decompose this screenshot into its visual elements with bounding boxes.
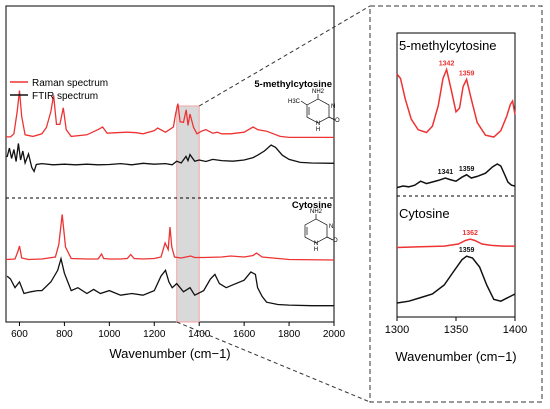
series-line-cytosine-ftir [6,256,334,307]
main-x-tick-label: 1800 [278,329,301,340]
peak-annotation-1359: 1359 [459,70,475,77]
structure-label-o: O [335,118,340,124]
peak-annotation-1341: 1341 [438,169,454,176]
inset-x-tick-label: 1400 [503,324,527,336]
peak-annotation-1359: 1359 [459,166,475,173]
inset-x-tick-label: 1300 [385,324,409,336]
zoom-connector-top [198,5,371,107]
structure-label-cyt-h: H [314,247,318,253]
inset-series-line-cytosine-raman [396,238,515,249]
structure-label-h: H [316,127,320,133]
legend-ftir-label: FTIR spectrum [32,91,98,102]
peak-annotation-1359: 1359 [459,247,475,254]
structure-label-n-bottom: N [316,121,320,127]
peak-annotation-1362: 1362 [462,230,478,237]
structure-label-cyt-o: O [333,238,338,244]
sample-label-5-methylcytosine: 5-methylcytosine [254,79,332,90]
inset-label-cytosine: Cytosine [399,206,450,221]
inset-series-line-5-methylcytosine-raman [396,66,516,138]
inset-outer-box [369,5,543,403]
series-line-5-methylcytosine-ftir [6,143,335,173]
series-line-cytosine-raman [5,214,335,261]
structure-label-nh2: NH2 [312,89,325,95]
main-x-tick-label: 1000 [98,329,121,340]
structure-label-h3c: H3C [288,99,301,105]
main-x-tick-label: 1400 [188,329,211,340]
structure-label-cyt-n-bottom: N [314,241,318,247]
structure-cytosine [304,214,334,244]
peak-annotation-1342: 1342 [439,61,455,68]
sample-label-cytosine: Cytosine [292,200,332,211]
structure-label-n-ring: N [331,104,335,110]
inset-label-5-methylcytosine: 5-methylcytosine [399,38,497,53]
inset-series-line-cytosine-ftir [396,255,516,304]
main-x-axis-title: Wavenumber (cm−1) [109,346,230,361]
main-x-tick-label: 1200 [143,329,166,340]
main-x-tick-label: 800 [56,329,73,340]
inset-plot-frame [396,32,516,318]
inset-x-tick-label: 1350 [444,324,468,336]
inset-x-axis-title: Wavenumber (cm−1) [395,349,516,364]
series-line-5-methylcytosine-raman [6,90,334,139]
inset-series-line-5-methylcytosine-ftir [396,163,516,189]
structure-5-methylcytosine [300,94,336,124]
main-x-tick-label: 1600 [233,329,256,340]
legend-raman-label: Raman spectrum [32,78,108,89]
main-x-tick-label: 2000 [323,329,346,340]
structure-label-cyt-n: N [329,224,333,230]
main-x-tick-label: 600 [11,329,28,340]
structure-label-cyt-nh2: NH2 [310,209,323,215]
main-plot-frame [5,5,335,323]
